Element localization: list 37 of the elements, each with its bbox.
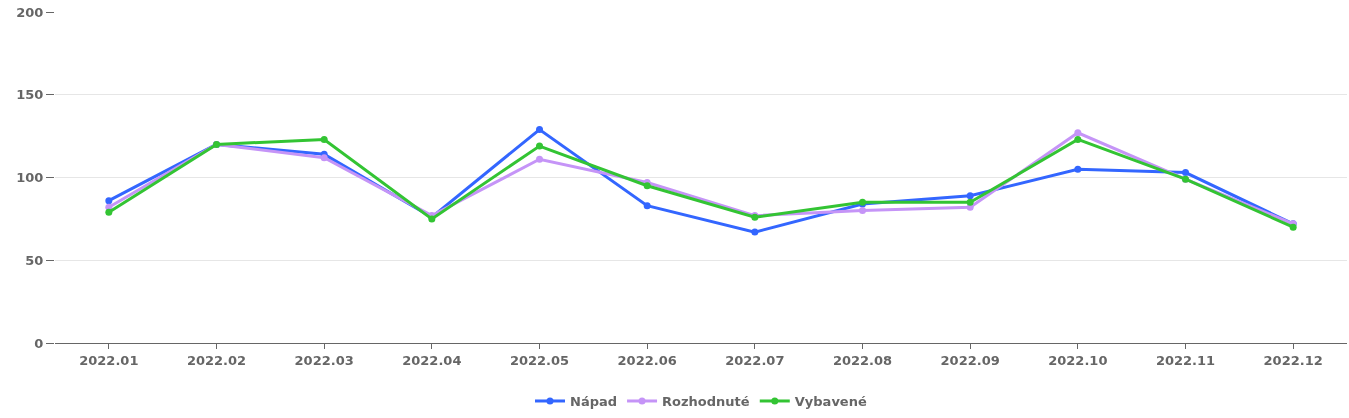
legend-label: Vybavené [794,394,867,410]
point [1074,129,1082,137]
y-tick-label: 0 [34,335,44,351]
x-tick-label: 2022.09 [940,352,1000,368]
x-tick-label: 2022.11 [1155,352,1216,368]
point [643,182,651,190]
y-tick-label: 50 [25,252,44,268]
point [643,202,651,210]
x-tick-label: 2022.06 [617,352,677,368]
point [751,228,759,236]
x-tick-label: 2022.01 [79,352,139,368]
x-tick-label: 2022.12 [1263,352,1323,368]
x-tick-label: 2022.03 [294,352,354,368]
point [966,198,974,206]
x-tick-label: 2022.10 [1048,352,1108,368]
point [1074,165,1082,173]
point [966,192,974,200]
point [536,155,543,163]
point [1074,135,1082,143]
x-tick-label: 2022.05 [509,352,570,368]
y-tick-label: 200 [16,4,44,20]
point [105,208,113,216]
x-tick-label: 2022.04 [402,352,462,368]
point [105,197,113,205]
x-tick-label: 2022.07 [725,352,785,368]
point [536,126,543,134]
point [1182,169,1189,177]
legend-label: Rozhodnuté [662,394,750,410]
y-tick-label: 100 [16,170,44,186]
x-tick-label: 2022.02 [186,352,247,368]
x-tick-label: 2022.08 [832,352,893,368]
legend-label: Nápad [570,394,618,410]
point [859,207,866,215]
point [536,142,543,150]
y-tick-label: 150 [16,87,44,103]
point [320,135,328,143]
point [320,154,328,162]
